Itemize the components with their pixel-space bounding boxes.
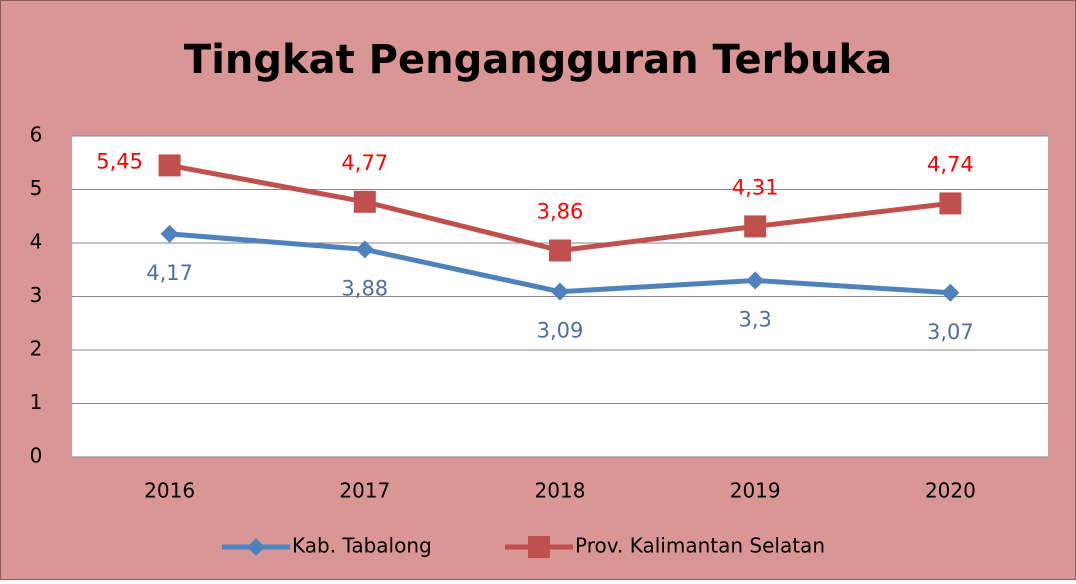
marker	[160, 224, 179, 243]
data-label: 3,88	[341, 276, 388, 300]
marker	[939, 192, 962, 215]
x-tick-label: 2016	[144, 479, 195, 503]
chart-title: Tingkat Pengangguran Terbuka	[184, 37, 892, 83]
data-label: 3,07	[927, 320, 974, 344]
y-tick-label: 6	[30, 123, 43, 147]
marker	[549, 239, 571, 262]
marker	[551, 282, 569, 301]
marker	[744, 215, 767, 238]
legend-label: Prov. Kalimantan Selatan	[575, 534, 825, 558]
data-label: 4,74	[927, 152, 974, 176]
data-label: 4,77	[341, 151, 388, 175]
x-tick-label: 2019	[730, 479, 781, 503]
legend-label: Kab. Tabalong	[292, 534, 432, 558]
y-tick-label: 2	[30, 337, 43, 361]
data-label: 3,86	[537, 199, 584, 223]
y-tick-label: 0	[30, 444, 43, 468]
x-tick-label: 2017	[339, 479, 390, 503]
marker	[353, 190, 376, 213]
x-tick-label: 2018	[535, 479, 586, 503]
marker	[528, 536, 550, 558]
y-tick-label: 4	[30, 230, 43, 254]
data-label: 4,31	[732, 175, 779, 199]
data-label: 3,09	[537, 319, 584, 343]
marker	[355, 240, 374, 259]
marker	[247, 538, 265, 556]
y-tick-label: 3	[30, 283, 43, 307]
marker	[158, 154, 181, 177]
data-label: 3,3	[738, 307, 771, 331]
y-tick-label: 1	[30, 390, 43, 414]
data-label: 5,45	[96, 149, 143, 173]
marker	[941, 283, 960, 302]
marker	[746, 271, 765, 290]
x-tick-label: 2020	[925, 479, 976, 503]
y-tick-label: 5	[30, 176, 43, 200]
data-label: 4,17	[146, 261, 193, 285]
